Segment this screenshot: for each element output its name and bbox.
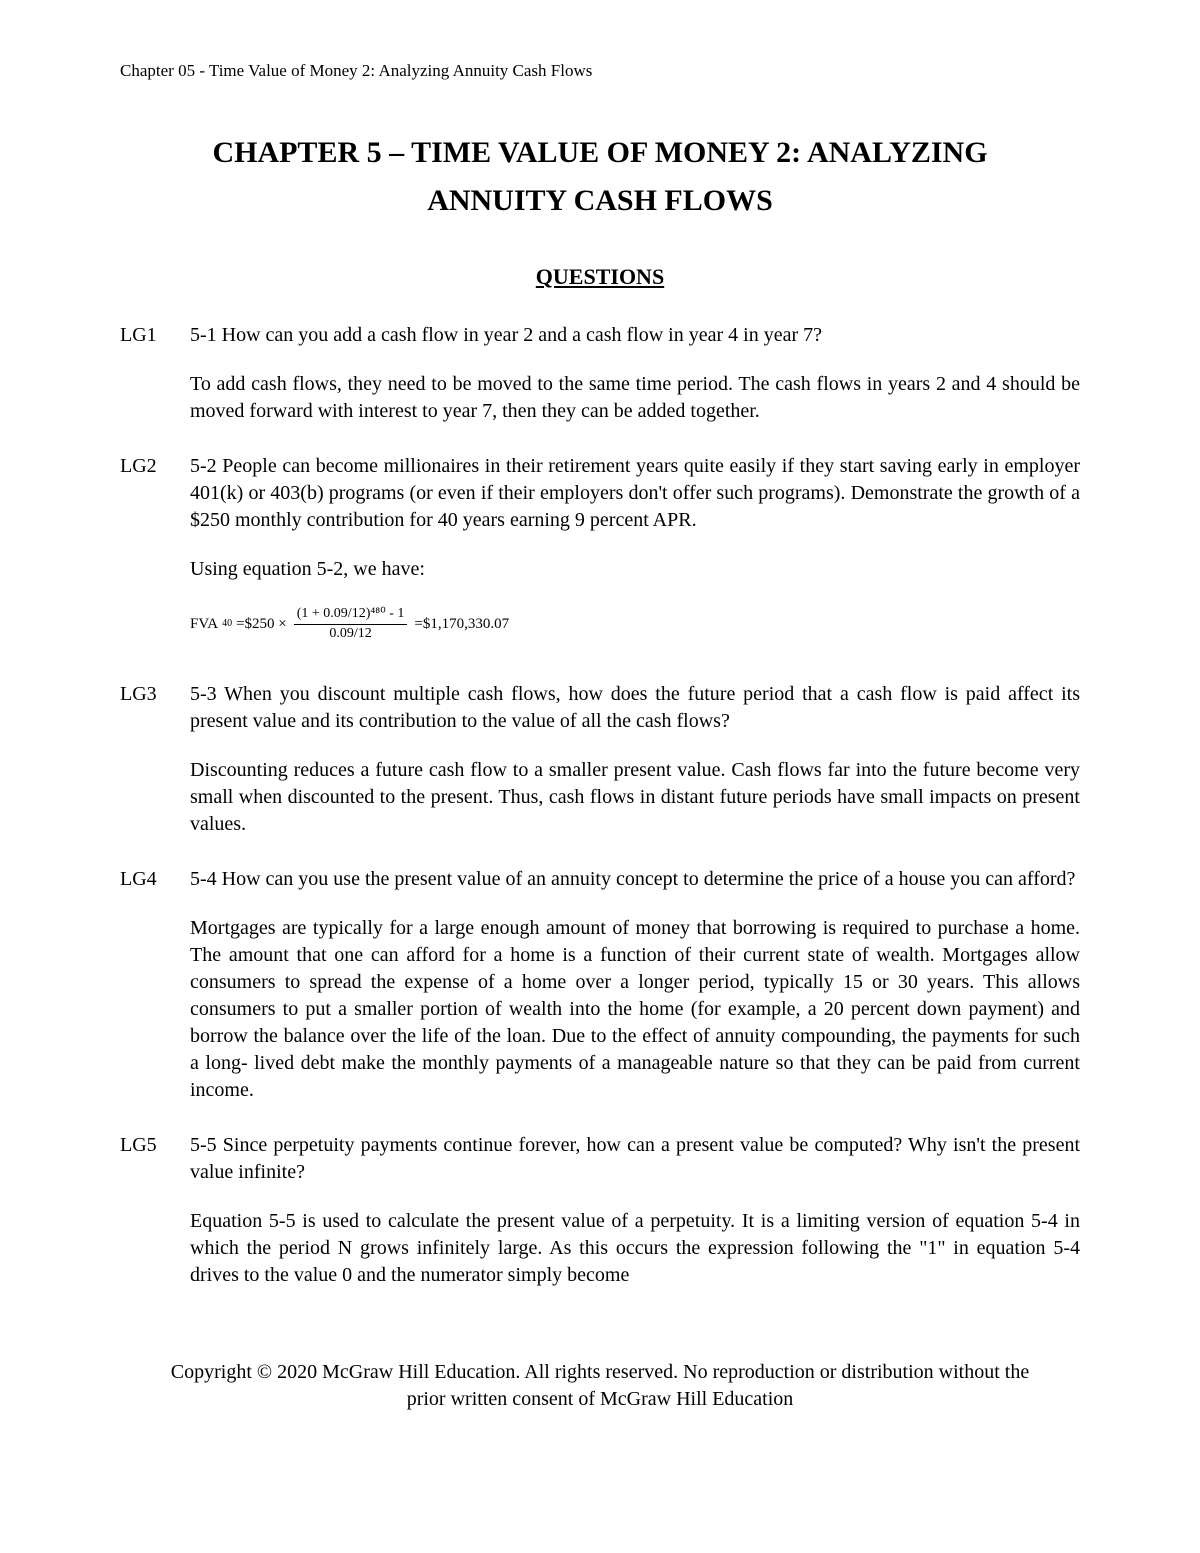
question-content: 5-1 How can you add a cash flow in year … (190, 322, 1080, 425)
answer-text: To add cash flows, they need to be moved… (190, 371, 1080, 425)
question-content: 5-3 When you discount multiple cash flow… (190, 681, 1080, 838)
fraction-numerator: (1 + 0.09/12)⁴⁸⁰ - 1 (294, 605, 408, 625)
answer-text: Equation 5-5 is used to calculate the pr… (190, 1208, 1080, 1289)
question-text: 5-3 When you discount multiple cash flow… (190, 681, 1080, 735)
lg-label: LG3 (120, 681, 190, 838)
chapter-title-line2: ANNUITY CASH FLOWS (120, 181, 1080, 222)
lg-label: LG1 (120, 322, 190, 425)
chapter-title-line1: CHAPTER 5 – TIME VALUE OF MONEY 2: ANALY… (120, 133, 1080, 174)
chapter-header: Chapter 05 - Time Value of Money 2: Anal… (120, 60, 1080, 83)
answer-text: Using equation 5-2, we have: (190, 556, 1080, 583)
question-content: 5-4 How can you use the present value of… (190, 866, 1080, 1104)
question-text: 5-4 How can you use the present value of… (190, 866, 1080, 893)
question-block: LG4 5-4 How can you use the present valu… (120, 866, 1080, 1104)
lg-label: LG4 (120, 866, 190, 1104)
formula-eq2: =$1,170,330.07 (414, 614, 509, 634)
question-text: 5-2 People can become millionaires in th… (190, 453, 1080, 534)
question-content: 5-2 People can become millionaires in th… (190, 453, 1080, 654)
formula-eq1: =$250 × (236, 614, 287, 634)
question-block: LG1 5-1 How can you add a cash flow in y… (120, 322, 1080, 425)
copyright-text: Copyright © 2020 McGraw Hill Education. … (120, 1359, 1080, 1413)
lg-label: LG5 (120, 1132, 190, 1289)
question-text: 5-1 How can you add a cash flow in year … (190, 322, 1080, 349)
formula: FVA 40 =$250 × (1 + 0.09/12)⁴⁸⁰ - 1 0.09… (190, 605, 1080, 644)
section-heading: QUESTIONS (120, 262, 1080, 292)
question-content: 5-5 Since perpetuity payments continue f… (190, 1132, 1080, 1289)
lg-label: LG2 (120, 453, 190, 654)
formula-subscript: 40 (222, 617, 232, 631)
question-block: LG5 5-5 Since perpetuity payments contin… (120, 1132, 1080, 1289)
formula-prefix: FVA (190, 614, 218, 634)
fraction-denominator: 0.09/12 (326, 625, 374, 644)
question-block: LG2 5-2 People can become millionaires i… (120, 453, 1080, 654)
answer-text: Mortgages are typically for a large enou… (190, 915, 1080, 1104)
question-text: 5-5 Since perpetuity payments continue f… (190, 1132, 1080, 1186)
answer-text: Discounting reduces a future cash flow t… (190, 757, 1080, 838)
question-block: LG3 5-3 When you discount multiple cash … (120, 681, 1080, 838)
formula-fraction: (1 + 0.09/12)⁴⁸⁰ - 1 0.09/12 (294, 605, 408, 644)
